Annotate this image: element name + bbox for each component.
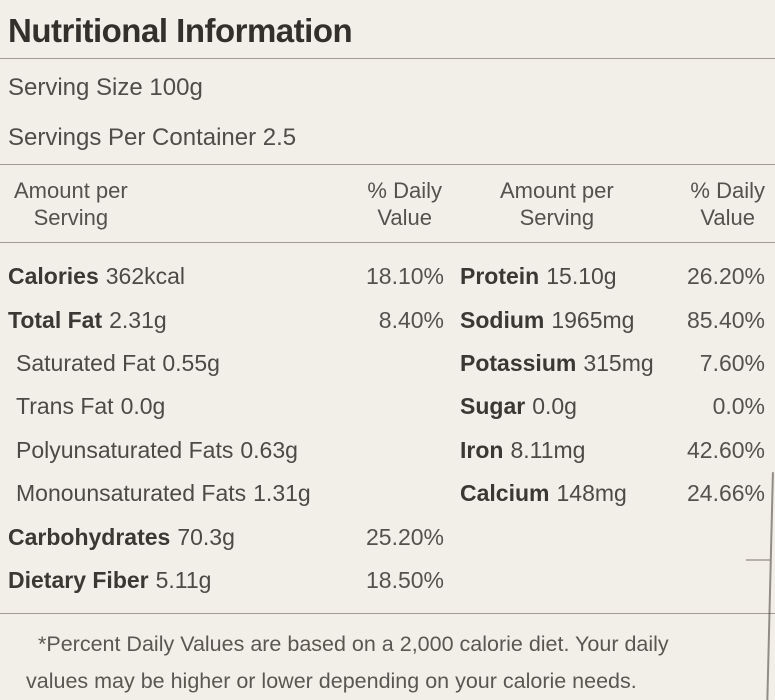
nutrient-table: Calories 362kcal 18.10% Total Fat 2.31g 8.… <box>0 243 775 614</box>
nutrient-value: 0.55g <box>162 349 220 376</box>
dv-header-line1: % Daily <box>367 178 442 203</box>
nutrient-row-total-fat: Total Fat 2.31g 8.40% <box>0 298 448 341</box>
nutrient-value: 70.3g <box>177 523 235 550</box>
nutrient-row-sugar: Sugar 0.0g 0.0% <box>448 385 775 428</box>
nutrient-value: 1965mg <box>551 306 635 333</box>
daily-value-percent: 42.60% <box>686 436 765 463</box>
dv-header-line2: Value <box>700 205 756 230</box>
label-photo-crease <box>746 559 770 561</box>
right-amount-per-serving-header: Amount per Serving <box>500 177 614 231</box>
daily-value-percent: 18.10% <box>365 263 444 290</box>
nutrient-row-polyunsaturated-fats: Polyunsaturated Fats 0.63g <box>0 429 448 472</box>
nutrient-name-value: Trans Fat 0.0g <box>16 393 165 420</box>
serving-section: Serving Size 100g Servings Per Container… <box>0 59 775 165</box>
nutrient-column-left: Calories 362kcal 18.10% Total Fat 2.31g 8.… <box>0 255 448 613</box>
nutrient-name-value: Calcium 148mg <box>460 480 627 507</box>
nutrient-label: Potassium <box>460 349 577 376</box>
nutrient-column-right: Protein 15.10g 26.20% Sodium 1965mg 85.40%… <box>448 255 775 613</box>
amount-header-line1: Amount per <box>500 178 614 203</box>
nutrient-name-value: Calories 362kcal <box>8 263 185 290</box>
nutrient-value: 15.10g <box>546 263 617 290</box>
nutrient-value: 148mg <box>556 480 627 507</box>
title-section: Nutritional Information <box>0 0 775 59</box>
nutrient-label: Protein <box>460 263 540 290</box>
nutrient-name-value: Monounsaturated Fats 1.31g <box>16 480 311 507</box>
nutrient-name-value: Sodium 1965mg <box>460 307 634 334</box>
nutrient-label: Dietary Fiber <box>8 566 149 593</box>
nutrient-name-value: Protein 15.10g <box>460 263 617 290</box>
daily-value-percent: 85.40% <box>686 306 765 333</box>
nutrient-value: 8.11mg <box>510 436 586 463</box>
left-column-headers: Amount per Serving % Daily Value <box>0 177 448 242</box>
nutrient-name-value: Saturated Fat 0.55g <box>16 350 220 377</box>
nutrient-value: 5.11g <box>155 566 212 593</box>
nutrient-row-iron: Iron 8.11mg 42.60% <box>448 429 775 472</box>
nutrient-value: 0.0g <box>532 393 577 420</box>
daily-value-percent: 7.60% <box>699 349 765 376</box>
nutrient-value: 2.31g <box>109 306 167 333</box>
nutrient-label: Calories <box>8 263 99 290</box>
nutrient-row-dietary-fiber: Dietary Fiber 5.11g 18.50% <box>0 559 448 602</box>
footnote-line2: values may be higher or lower depending … <box>26 669 637 693</box>
right-column-headers: Amount per Serving % Daily Value <box>448 177 775 242</box>
nutrient-label: Total Fat <box>8 306 103 333</box>
nutrient-value: 0.63g <box>240 436 298 463</box>
serving-size-text: Serving Size 100g <box>8 74 203 101</box>
nutrient-label: Iron <box>460 436 504 463</box>
nutrient-row-calories: Calories 362kcal 18.10% <box>0 255 448 298</box>
nutrient-name-value: Sugar 0.0g <box>460 393 577 420</box>
page-title: Nutritional Information <box>8 12 353 49</box>
nutrient-row-sodium: Sodium 1965mg 85.40% <box>448 298 775 341</box>
nutrient-row-monounsaturated-fats: Monounsaturated Fats 1.31g <box>0 472 448 515</box>
nutrient-name-value: Iron 8.11mg <box>460 437 585 464</box>
nutrient-row-calcium: Calcium 148mg 24.66% <box>448 472 775 515</box>
nutrient-name-value: Total Fat 2.31g <box>8 307 167 334</box>
daily-value-percent: 26.20% <box>686 263 765 290</box>
nutrient-row-saturated-fat: Saturated Fat 0.55g <box>0 342 448 385</box>
nutrient-name-value: Dietary Fiber 5.11g <box>8 567 211 594</box>
nutrient-row-trans-fat: Trans Fat 0.0g <box>0 385 448 428</box>
daily-value-percent: 0.0% <box>712 393 765 420</box>
nutrient-value: 0.0g <box>120 393 166 420</box>
nutrient-value: 362kcal <box>105 263 186 290</box>
right-daily-value-header: % Daily Value <box>690 177 765 231</box>
nutrient-label: Monounsaturated Fats <box>16 480 247 507</box>
footnote: *Percent Daily Values are based on a 2,0… <box>0 614 775 700</box>
nutrient-row-carbohydrates: Carbohydrates 70.3g 25.20% <box>0 515 448 558</box>
daily-value-percent: 24.66% <box>686 480 765 507</box>
amount-header-line1: Amount per <box>14 178 128 203</box>
servings-per-container-text: Servings Per Container 2.5 <box>8 124 297 151</box>
left-amount-per-serving-header: Amount per Serving <box>14 177 128 231</box>
footnote-line1: *Percent Daily Values are based on a 2,0… <box>38 632 669 656</box>
nutrient-label: Saturated Fat <box>16 349 156 376</box>
nutrient-value: 315mg <box>583 349 654 376</box>
nutrient-name-value: Potassium 315mg <box>460 350 654 377</box>
nutrient-label: Calcium <box>460 480 550 507</box>
nutrient-name-value: Carbohydrates 70.3g <box>8 524 235 551</box>
nutrient-label: Sugar <box>460 393 526 420</box>
nutrient-row-potassium: Potassium 315mg 7.60% <box>448 342 775 385</box>
left-daily-value-header: % Daily Value <box>367 177 442 231</box>
nutrient-label: Trans Fat <box>16 393 114 420</box>
nutrient-value: 1.31g <box>253 480 311 507</box>
nutrient-name-value: Polyunsaturated Fats 0.63g <box>16 437 298 464</box>
dv-header-line2: Value <box>377 205 433 230</box>
amount-header-line2: Serving <box>33 205 109 230</box>
nutrient-label: Polyunsaturated Fats <box>16 436 234 463</box>
nutrient-label: Carbohydrates <box>8 523 171 550</box>
nutrient-label: Sodium <box>460 306 545 333</box>
daily-value-percent: 18.50% <box>365 566 444 593</box>
dv-header-line1: % Daily <box>690 178 765 203</box>
column-headers: Amount per Serving % Daily Value Amount … <box>0 165 775 243</box>
amount-header-line2: Serving <box>519 205 595 230</box>
daily-value-percent: 25.20% <box>365 523 444 550</box>
daily-value-percent: 8.40% <box>378 306 444 333</box>
nutrient-row-protein: Protein 15.10g 26.20% <box>448 255 775 298</box>
